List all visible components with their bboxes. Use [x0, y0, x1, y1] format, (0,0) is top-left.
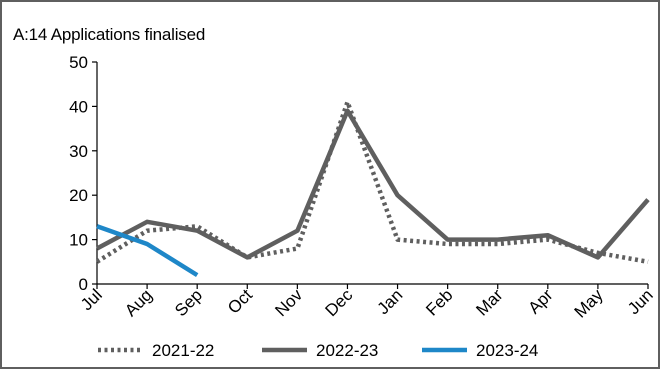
chart-title: A:14 Applications finalised [13, 25, 206, 44]
series-line-2022-23 [95, 108, 650, 260]
x-tick-label: Oct [224, 285, 256, 317]
y-tick-label: 40 [69, 97, 88, 116]
legend-label: 2022-23 [316, 341, 378, 360]
chart-series [95, 99, 650, 278]
chart-legend: 2021-22 2022-23 2023-24 [98, 341, 538, 360]
x-tick-label: May [571, 285, 607, 321]
y-tick-label: 0 [79, 275, 88, 294]
x-tick-label: Dec [321, 285, 356, 320]
x-tick-label: Apr [524, 285, 556, 317]
y-tick-label: 20 [69, 186, 88, 205]
y-tick-label: 30 [69, 142, 88, 161]
y-tick-label: 10 [69, 231, 88, 250]
legend-label: 2023-24 [476, 341, 538, 360]
series-line-2023-24 [96, 224, 199, 278]
x-tick-label: Mar [472, 285, 506, 319]
y-tick-label: 50 [69, 53, 88, 72]
x-tick-label: Jan [374, 285, 407, 318]
x-tick-label: Feb [422, 285, 456, 319]
legend-label: 2021-22 [152, 341, 214, 360]
x-tick-label: Jun [624, 285, 657, 318]
x-tick-label: Nov [271, 285, 306, 320]
x-tick-label: Sep [171, 285, 206, 320]
series-line-2021-22 [95, 99, 649, 265]
x-tick-label: Aug [121, 285, 156, 320]
